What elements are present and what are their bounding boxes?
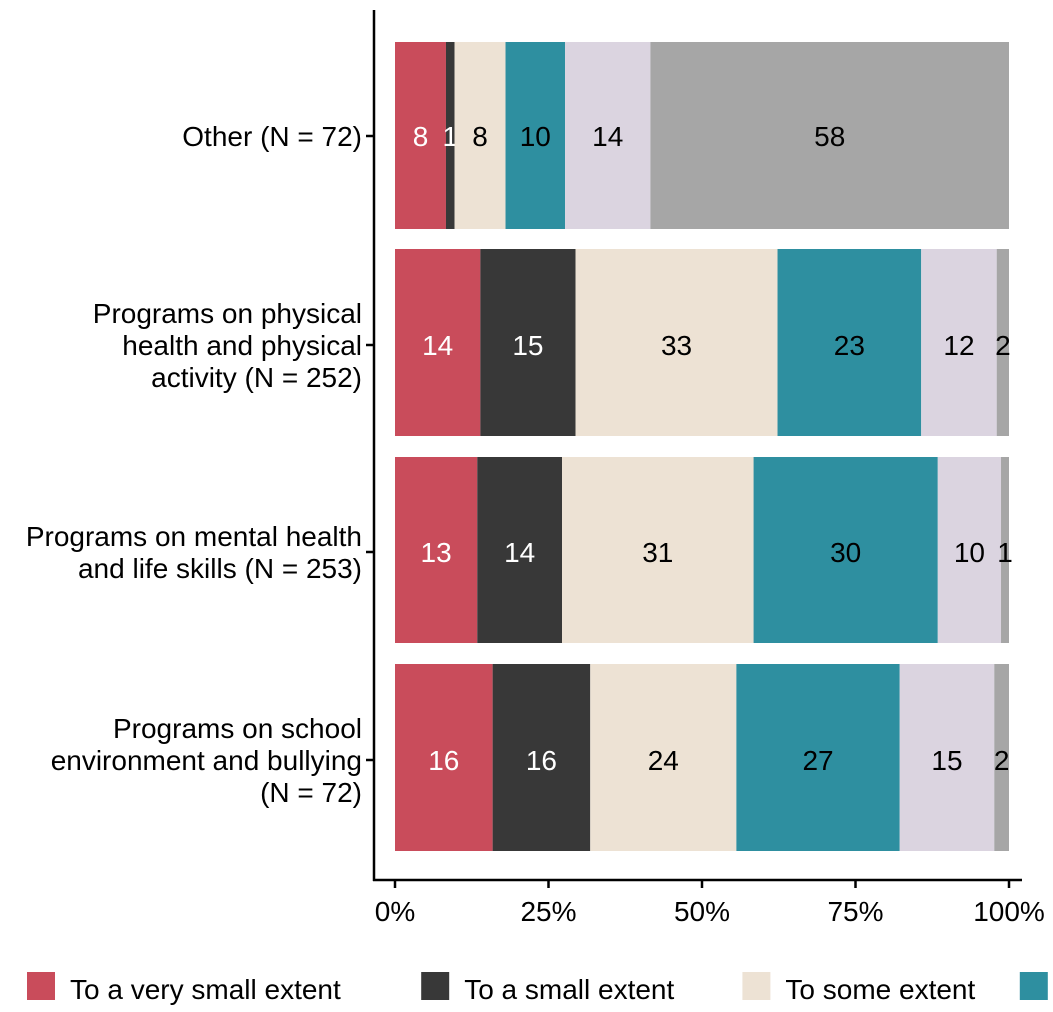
bar-data-label: 24 bbox=[648, 745, 679, 776]
bar-data-label: 58 bbox=[814, 121, 845, 152]
legend-swatch bbox=[421, 972, 450, 1000]
bar-segment bbox=[505, 42, 566, 229]
bar-segment bbox=[921, 249, 997, 436]
bar-data-label: 8 bbox=[472, 121, 488, 152]
x-tick-label: 25% bbox=[520, 896, 576, 927]
bar-segment bbox=[477, 457, 563, 643]
bar-data-label: 23 bbox=[834, 330, 865, 361]
y-tick-label: Programs on physical bbox=[93, 298, 362, 329]
bar-segment bbox=[492, 664, 591, 851]
bar-segment bbox=[590, 664, 737, 851]
bar-segment bbox=[395, 249, 481, 436]
bar-data-label: 10 bbox=[954, 537, 985, 568]
bar-data-label: 15 bbox=[931, 745, 962, 776]
bar-segment bbox=[994, 664, 1009, 851]
bar-segment bbox=[575, 249, 778, 436]
bar-data-label: 15 bbox=[512, 330, 543, 361]
bar-segment bbox=[937, 457, 1002, 643]
x-tick-label: 50% bbox=[674, 896, 730, 927]
bar-segment bbox=[480, 249, 576, 436]
bar-data-label: 14 bbox=[504, 537, 535, 568]
y-tick-label: Other (N = 72) bbox=[182, 121, 362, 152]
bar-segment bbox=[736, 664, 900, 851]
legend-swatch bbox=[1019, 972, 1048, 1000]
bar-data-label: 8 bbox=[413, 121, 429, 152]
y-tick-label: Programs on mental health bbox=[26, 521, 362, 552]
bar-data-label: 12 bbox=[943, 330, 974, 361]
y-tick-label: (N = 72) bbox=[260, 777, 362, 808]
y-tick-label: environment and bullying bbox=[51, 745, 362, 776]
bar-segment bbox=[899, 664, 995, 851]
x-tick-label: 0% bbox=[375, 896, 415, 927]
bar-segment bbox=[650, 42, 1009, 229]
bar-data-label: 2 bbox=[995, 330, 1011, 361]
bar-data-label: 33 bbox=[661, 330, 692, 361]
bar-segment bbox=[777, 249, 922, 436]
bar-data-label: 1 bbox=[997, 537, 1013, 568]
y-tick-label: Programs on school bbox=[113, 713, 362, 744]
bar-segment bbox=[996, 249, 1009, 436]
legend-label: To a very small extent bbox=[70, 974, 341, 1005]
y-tick-label: activity (N = 252) bbox=[151, 362, 362, 393]
legend-label: To some extent bbox=[785, 974, 975, 1005]
bar-segment bbox=[562, 457, 754, 643]
y-tick-label: health and physical bbox=[122, 330, 362, 361]
bar-data-label: 10 bbox=[520, 121, 551, 152]
legend-swatch bbox=[742, 972, 771, 1000]
bar-data-label: 30 bbox=[830, 537, 861, 568]
legend-label: To a small extent bbox=[464, 974, 674, 1005]
bar-segment bbox=[395, 42, 446, 229]
bar-segment bbox=[395, 457, 478, 643]
bar-segment bbox=[565, 42, 651, 229]
y-tick-label: and life skills (N = 253) bbox=[78, 553, 362, 584]
bar-segment bbox=[395, 664, 493, 851]
bar-data-label: 13 bbox=[421, 537, 452, 568]
bar-data-label: 16 bbox=[428, 745, 459, 776]
x-tick-label: 75% bbox=[827, 896, 883, 927]
bar-data-label: 1 bbox=[442, 121, 458, 152]
bar-data-label: 16 bbox=[526, 745, 557, 776]
bar-segment bbox=[445, 42, 455, 229]
bar-data-label: 2 bbox=[994, 745, 1010, 776]
bar-segment bbox=[753, 457, 938, 643]
bar-data-label: 27 bbox=[802, 745, 833, 776]
bar-data-label: 14 bbox=[422, 330, 453, 361]
legend-swatch bbox=[27, 972, 55, 1000]
bar-segment bbox=[454, 42, 506, 229]
x-tick-label: 100% bbox=[973, 896, 1045, 927]
bar-data-label: 31 bbox=[642, 537, 673, 568]
bar-data-label: 14 bbox=[592, 121, 623, 152]
bar-segment bbox=[1001, 457, 1009, 643]
